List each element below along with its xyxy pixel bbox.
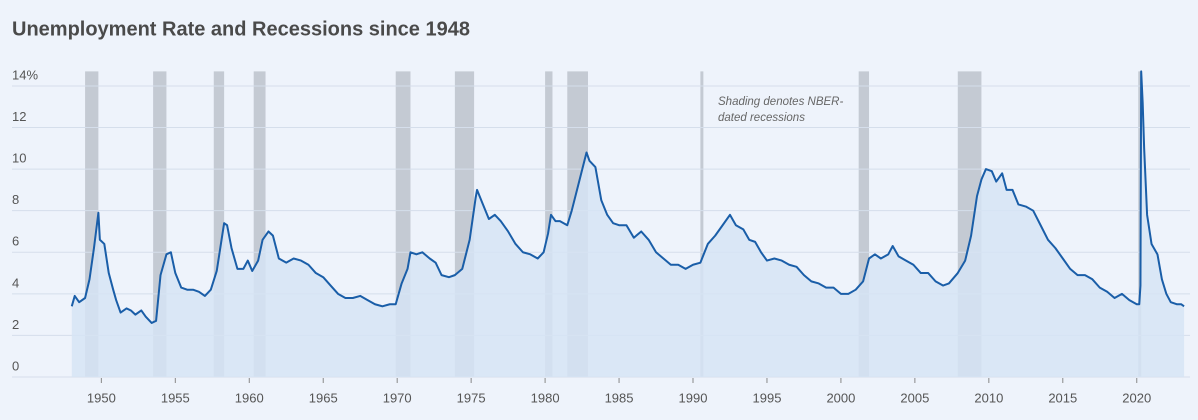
x-tick-label: 2000 [826, 390, 855, 405]
y-tick-label: 10 [12, 151, 26, 166]
x-tick-label: 1955 [161, 390, 190, 405]
x-tick-label: 1965 [309, 390, 338, 405]
x-tick-label: 1990 [679, 390, 708, 405]
x-tick-label: 1995 [753, 390, 782, 405]
annotation: dated recessions [718, 112, 805, 124]
recession-band [253, 71, 266, 378]
x-tick-label: 2010 [974, 390, 1003, 405]
y-tick-label: 2 [12, 317, 19, 332]
recession-band [858, 71, 870, 378]
annotation: Shading denotes NBER- [718, 96, 843, 108]
y-tick-label: 8 [12, 192, 19, 207]
line [70, 70, 1185, 324]
x-tick-label: 2015 [1048, 390, 1077, 405]
x-tick-label: 1950 [87, 390, 116, 405]
y-tick-label: 6 [12, 234, 19, 249]
x-tick-label: 1985 [605, 390, 634, 405]
x-tick-label: 2005 [900, 390, 929, 405]
x-tick-label: 2020 [1122, 390, 1151, 405]
y-tick-label: 0 [12, 358, 19, 373]
area [71, 71, 1185, 378]
y-tick-label: 4 [12, 275, 19, 290]
x-tick-label: 1975 [457, 390, 486, 405]
recession-band [700, 71, 704, 378]
x-tick-label: 1980 [531, 390, 560, 405]
chart-title: Unemployment Rate and Recessions since 1… [12, 18, 470, 40]
y-tick-label: 12 [12, 109, 26, 124]
y-tick-label: 14% [12, 67, 38, 82]
recession-band [213, 71, 225, 378]
x-tick-label: 1970 [383, 390, 412, 405]
x-tick-label: 1960 [235, 390, 264, 405]
